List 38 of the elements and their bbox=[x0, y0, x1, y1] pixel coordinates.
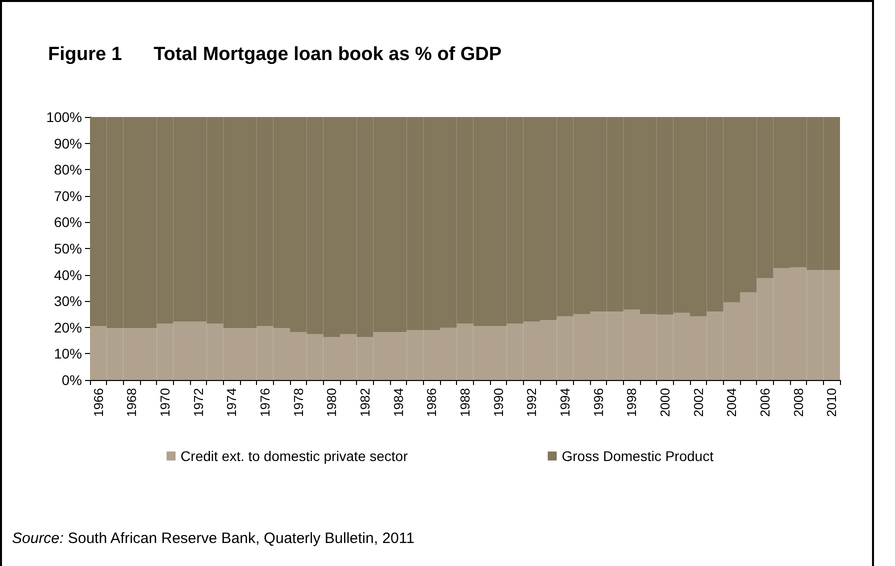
x-tick-label: 1968 bbox=[124, 388, 140, 417]
x-tick-label: 2002 bbox=[690, 388, 706, 417]
y-tick-label: 0% bbox=[62, 372, 82, 388]
y-tick-label: 60% bbox=[54, 214, 82, 230]
y-tick-label: 80% bbox=[54, 162, 82, 178]
y-tick-label: 20% bbox=[54, 319, 82, 336]
x-tick-label: 2008 bbox=[790, 388, 806, 417]
x-tick-label: 2000 bbox=[658, 388, 672, 417]
x-tick-label: 1974 bbox=[224, 388, 240, 417]
x-tick-label: 1984 bbox=[390, 388, 406, 417]
y-tick-label: 100% bbox=[46, 109, 82, 125]
legend-label: Gross Domestic Product bbox=[562, 448, 714, 464]
x-tick-label: 1998 bbox=[624, 388, 640, 417]
x-tick-label: 1994 bbox=[558, 388, 572, 417]
x-tick-label: 2010 bbox=[824, 388, 840, 417]
x-tick-label: 1980 bbox=[324, 388, 340, 417]
x-tick-label: 1976 bbox=[258, 388, 272, 417]
y-tick-label: 50% bbox=[54, 240, 82, 256]
y-tick-label: 30% bbox=[54, 293, 82, 310]
x-tick-label: 2006 bbox=[758, 388, 772, 417]
x-tick-label: 1966 bbox=[90, 388, 106, 417]
x-tick-label: 1972 bbox=[190, 388, 206, 417]
y-tick-label: 70% bbox=[54, 188, 82, 204]
x-tick-label: 1986 bbox=[424, 388, 440, 417]
y-tick-label: 90% bbox=[54, 135, 82, 152]
x-tick-label: 1992 bbox=[524, 388, 540, 417]
x-tick-label: 1996 bbox=[590, 388, 606, 417]
legend-label: Credit ext. to domestic private sector bbox=[180, 448, 408, 464]
x-tick-label: 1982 bbox=[358, 388, 372, 417]
y-tick-label: 10% bbox=[54, 346, 82, 362]
x-tick-label: 2004 bbox=[724, 388, 740, 417]
x-tick-label: 1988 bbox=[458, 388, 472, 417]
source-note: Source: South African Reserve Bank, Quaterly Bulletin, 2011 bbox=[12, 530, 414, 547]
x-tick-label: 1978 bbox=[290, 388, 306, 417]
chart-title: Figure 1 Total Mortgage loan book as % of GDP bbox=[48, 44, 502, 66]
y-tick-label: 40% bbox=[54, 266, 82, 283]
x-tick-label: 1990 bbox=[490, 388, 506, 417]
x-tick-label: 1970 bbox=[158, 388, 172, 417]
